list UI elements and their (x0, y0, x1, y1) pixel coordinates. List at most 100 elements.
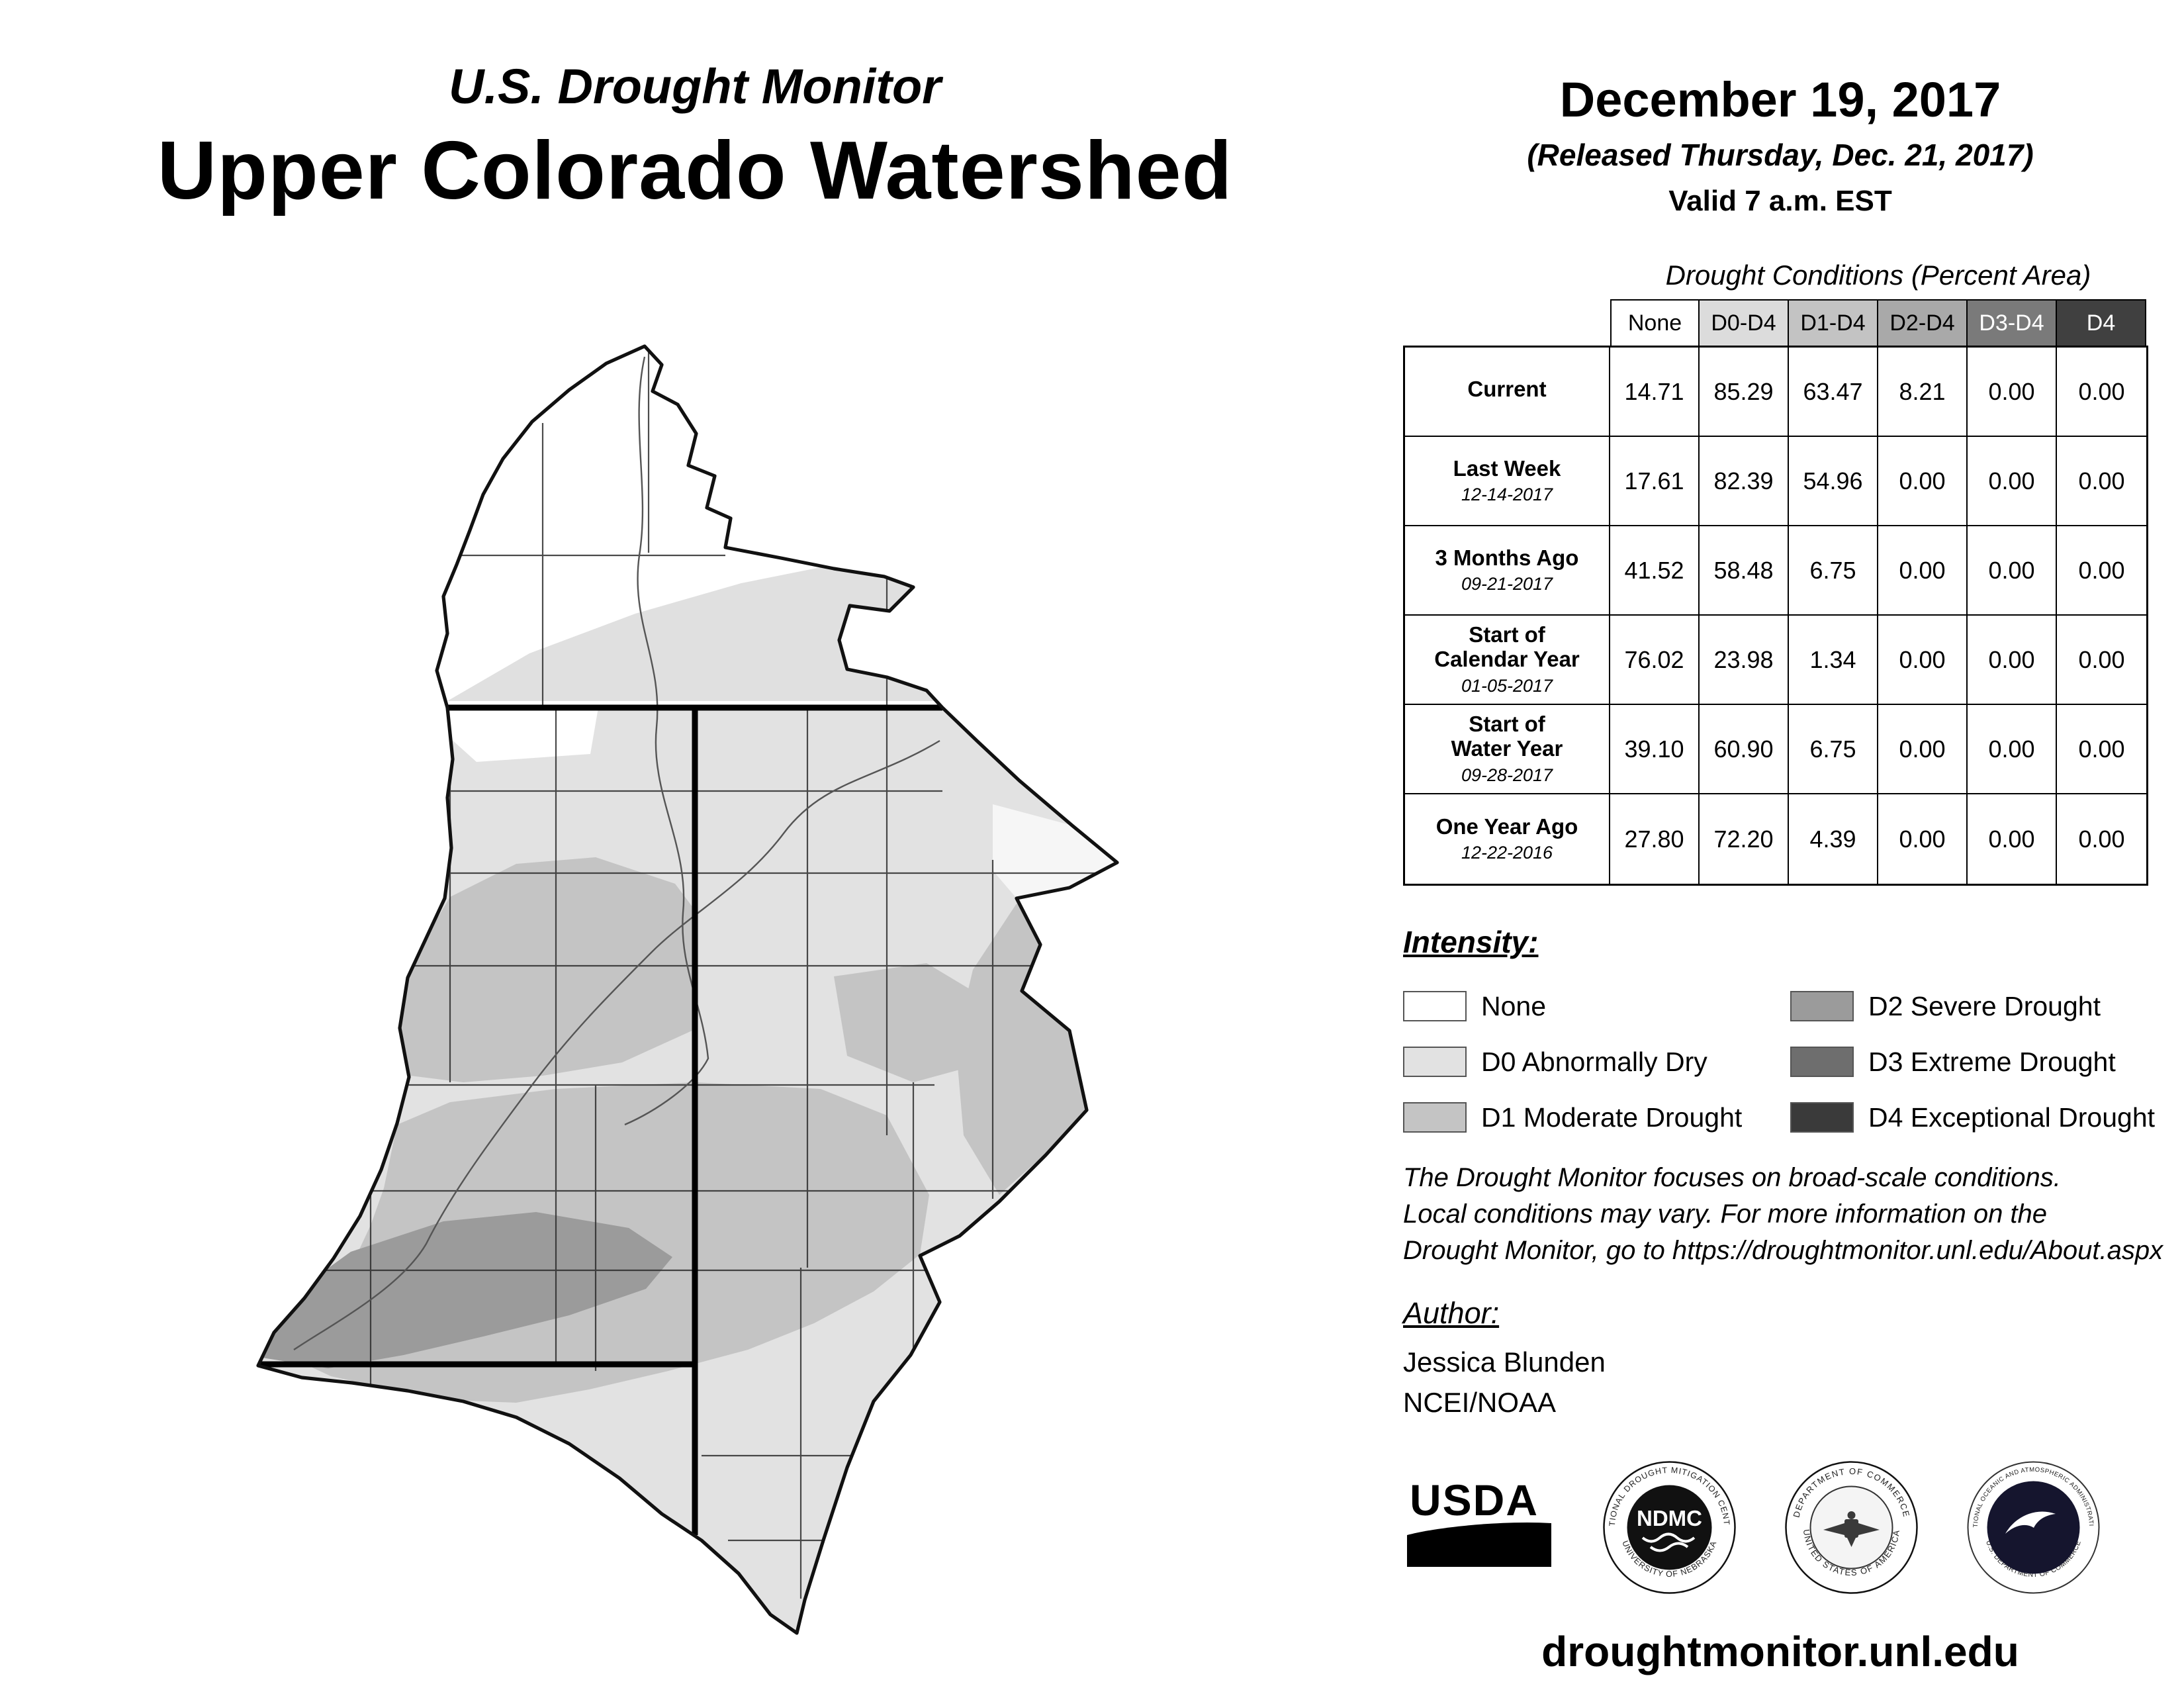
table-row-label: Start of Calendar Year 01-05-2017 (1405, 616, 1610, 705)
table-cell: 76.02 (1610, 616, 1700, 705)
table-cell: 6.75 (1789, 526, 1878, 616)
legend-item-none: None (1403, 978, 1790, 1034)
usda-logo: USDA (1407, 1476, 1551, 1567)
table-cell: 72.20 (1700, 794, 1789, 884)
table-cell: 0.00 (2078, 825, 2125, 853)
table-cell: 63.47 (1789, 348, 1878, 437)
disclaimer: The Drought Monitor focuses on broad-sca… (1403, 1160, 2171, 1270)
legend-swatch-d0 (1403, 1047, 1467, 1077)
ndmc-inner-circle (1627, 1485, 1712, 1570)
table-cell: 0.00 (1968, 794, 2057, 884)
released-date: (Released Thursday, Dec. 21, 2017) (1527, 138, 2034, 172)
table-cell: 0.00 (1878, 526, 1968, 616)
ndmc-logo-text: NDMC (1637, 1506, 1702, 1530)
legend-item-d4: D4 Exceptional Drought (1790, 1090, 2164, 1145)
table-row-label: Start of Water Year 09-28-2017 (1405, 705, 1610, 794)
row-label-text: 3 Months Ago (1435, 545, 1579, 570)
table-cell: 8.21 (1878, 348, 1968, 437)
commerce-eagle-icon (1823, 1511, 1880, 1547)
logo-row: USDA NATIONAL DROUGHT MITIGATION CENTER … (1403, 1451, 2101, 1603)
row-label-text: Start of Calendar Year (1434, 622, 1580, 671)
table-body: Current 14.71 85.29 63.47 8.21 0.00 0.00… (1403, 346, 2148, 886)
col-header-d1-d4: D1-D4 (1789, 299, 1878, 347)
report-date: December 19, 2017 (1559, 72, 2001, 127)
table-caption: Drought Conditions (Percent Area) (1665, 259, 2091, 291)
table-cell: 23.98 (1700, 616, 1789, 705)
table-cell: 0.00 (1878, 705, 1968, 794)
disclaimer-line-1: The Drought Monitor focuses on broad-sca… (1403, 1163, 2061, 1192)
table-header-row: None D0-D4 D1-D4 D2-D4 D3-D4 D4 (1610, 299, 2148, 347)
page-title: Upper Colorado Watershed (157, 125, 1233, 216)
commerce-logo: DEPARTMENT OF COMMERCE UNITED STATES OF … (1785, 1460, 1918, 1594)
ndmc-wave-icon (1641, 1532, 1696, 1552)
table-cell: 0.00 (2057, 348, 2146, 437)
table-cell: 60.90 (1700, 705, 1789, 794)
disclaimer-line-3: Drought Monitor, go to https://droughtmo… (1403, 1236, 2163, 1266)
table-cell: 14.71 (1610, 348, 1700, 437)
drought-region-none-west-sliver (447, 708, 598, 762)
ndmc-logo: NATIONAL DROUGHT MITIGATION CENTER UNIVE… (1602, 1460, 1736, 1594)
author-name: Jessica Blunden (1403, 1346, 1606, 1378)
legend-swatch-d2 (1790, 991, 1854, 1021)
table-cell: 85.29 (1700, 348, 1789, 437)
disclaimer-line-2: Local conditions may vary. For more info… (1403, 1199, 2048, 1229)
table-cell: 0.00 (1968, 348, 2057, 437)
legend-label: D1 Moderate Drought (1481, 1102, 1743, 1133)
table-row-label: One Year Ago 12-22-2016 (1405, 794, 1610, 884)
legend-item-d3: D3 Extreme Drought (1790, 1034, 2164, 1090)
state-border-lines (258, 704, 942, 1535)
legend-swatch-none (1403, 991, 1467, 1021)
intensity-legend: Intensity: None D0 Abnormally Dry D1 Mod… (1403, 924, 2164, 1145)
drought-region-d1-southeast (956, 904, 1087, 1195)
watershed-map (251, 341, 1125, 1641)
col-header-d3-d4: D3-D4 (1968, 299, 2057, 347)
footer-url: droughtmonitor.unl.edu (1541, 1628, 2019, 1675)
row-sublabel-text: 12-22-2016 (1461, 843, 1553, 863)
author-heading: Author: (1403, 1296, 1500, 1330)
drought-region-d1-west (400, 857, 695, 1082)
county-lines (291, 346, 1117, 1599)
table-cell: 0.00 (1968, 705, 2057, 794)
watershed-outline (256, 344, 1119, 1635)
legend-label: None (1481, 990, 1547, 1021)
drought-region-none-east-notch (993, 804, 1117, 898)
table-cell: 4.39 (1789, 794, 1878, 884)
table-cell: 41.52 (1610, 526, 1700, 616)
author-org: NCEI/NOAA (1403, 1386, 1557, 1418)
row-sublabel-text: 12-14-2017 (1461, 485, 1553, 505)
usda-logo-swoosh (1407, 1522, 1551, 1567)
legend-label: D0 Abnormally Dry (1481, 1046, 1707, 1077)
table-cell: 58.48 (1700, 526, 1789, 616)
drought-region-d0-north-band (447, 565, 942, 701)
table-cell: 0.00 (1878, 794, 1968, 884)
row-sublabel-text: 01-05-2017 (1461, 675, 1553, 696)
author-block: Author: Jessica Blunden NCEI/NOAA (1403, 1296, 1606, 1423)
legend-item-d0: D0 Abnormally Dry (1403, 1034, 1790, 1090)
table-cell: 17.61 (1610, 437, 1700, 526)
table-cell: 27.80 (1610, 794, 1700, 884)
drought-region-none-bottom-right (876, 1387, 1001, 1532)
table-cell: 6.75 (1789, 705, 1878, 794)
row-sublabel-text: 09-21-2017 (1461, 574, 1553, 594)
col-header-d2-d4: D2-D4 (1878, 299, 1968, 347)
col-header-d4: D4 (2057, 299, 2146, 347)
drought-region-d2 (262, 1212, 672, 1368)
table-cell: 0.00 (2057, 616, 2146, 705)
date-block: December 19, 2017 (Released Thursday, De… (1410, 71, 2151, 218)
row-sublabel-text: 09-28-2017 (1461, 765, 1553, 785)
drought-conditions-table: None D0-D4 D1-D4 D2-D4 D3-D4 D4 Current … (1403, 299, 2148, 886)
row-label-text: Start of Water Year (1451, 712, 1563, 761)
title-block: U.S. Drought Monitor Upper Colorado Wate… (99, 58, 1291, 218)
noaa-logo: NATIONAL OCEANIC AND ATMOSPHERIC ADMINIS… (1966, 1460, 2100, 1593)
drought-region-d1-east-patch (834, 963, 993, 1082)
legend-swatch-d3 (1790, 1047, 1854, 1077)
legend-swatch-d4 (1790, 1102, 1854, 1133)
legend-swatch-d1 (1403, 1102, 1467, 1133)
noaa-gull-icon (2005, 1511, 2056, 1534)
table-cell: 0.00 (1968, 526, 2057, 616)
table-row-label: 3 Months Ago 09-21-2017 (1405, 526, 1610, 616)
table-cell: 0.00 (1968, 616, 2057, 705)
legend-label: D2 Severe Drought (1868, 990, 2101, 1021)
table-cell: 39.10 (1610, 705, 1700, 794)
